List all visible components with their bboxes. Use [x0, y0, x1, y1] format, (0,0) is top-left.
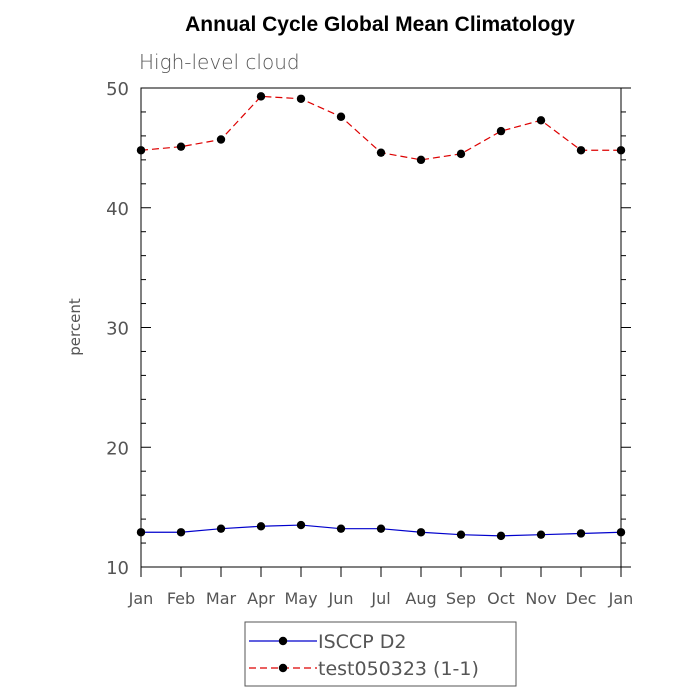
data-point	[376, 524, 386, 533]
data-point	[176, 528, 186, 537]
data-point	[256, 92, 266, 101]
data-point	[536, 116, 546, 125]
y-tick-label: 10	[106, 558, 129, 579]
data-point	[336, 524, 346, 533]
x-tick-label: May	[284, 589, 317, 608]
data-point	[416, 155, 426, 165]
y-tick-label: 40	[106, 199, 129, 220]
data-point	[296, 520, 306, 530]
data-point	[176, 142, 186, 151]
y-tick-label: 30	[106, 319, 129, 340]
legend-marker	[278, 636, 288, 646]
x-tick-label: Jul	[370, 589, 390, 608]
data-point	[456, 149, 466, 159]
plot-area	[140, 87, 622, 568]
data-point	[416, 528, 426, 537]
x-tick-label: Jan	[608, 589, 634, 608]
x-tick-label: Dec	[566, 589, 597, 608]
data-point	[136, 146, 146, 155]
x-tick-label: Jan	[128, 589, 154, 608]
x-tick-label: Sep	[446, 589, 476, 608]
data-point	[216, 524, 226, 533]
y-tick-labels: 10 20 30 40 50	[106, 79, 129, 579]
data-point	[336, 112, 346, 121]
legend-box	[244, 621, 517, 687]
x-tick-labels: Jan Feb Mar Apr May Jun Jul Aug Sep Oct Nov Dec Jan	[128, 589, 634, 608]
chart-subtitle: High-level cloud	[139, 50, 300, 74]
data-point	[536, 530, 546, 539]
data-point	[456, 530, 466, 539]
data-point	[296, 94, 306, 103]
data-point	[616, 146, 626, 155]
x-tick-label: Apr	[247, 589, 275, 608]
x-tick-label: Feb	[167, 589, 195, 608]
data-point	[496, 126, 506, 136]
y-minor-ticks	[141, 111, 626, 544]
y-tick-label: 50	[106, 79, 129, 100]
data-point	[256, 522, 266, 531]
legend-label: ISCCP D2	[318, 631, 406, 653]
x-ticks	[140, 567, 622, 577]
legend-label: test050323 (1-1)	[318, 658, 479, 680]
legend-marker	[278, 663, 288, 673]
legend: ISCCP D2 test050323 (1-1)	[249, 631, 479, 680]
data-point	[576, 146, 586, 155]
data-point	[616, 528, 626, 537]
y-tick-label: 20	[106, 438, 129, 459]
x-tick-label: Nov	[525, 589, 556, 608]
y-axis-label: percent	[66, 298, 84, 356]
x-tick-label: Oct	[487, 589, 515, 608]
data-point	[136, 528, 146, 537]
data-point	[496, 531, 506, 541]
data-point	[216, 135, 226, 144]
series-layer	[136, 92, 626, 541]
x-tick-label: Aug	[405, 589, 436, 608]
chart-title: Annual Cycle Global Mean Climatology	[185, 13, 575, 36]
x-tick-label: Mar	[206, 589, 237, 608]
data-point	[576, 529, 586, 538]
x-tick-label: Jun	[328, 589, 354, 608]
y-major-ticks	[141, 87, 631, 568]
data-point	[376, 148, 386, 157]
